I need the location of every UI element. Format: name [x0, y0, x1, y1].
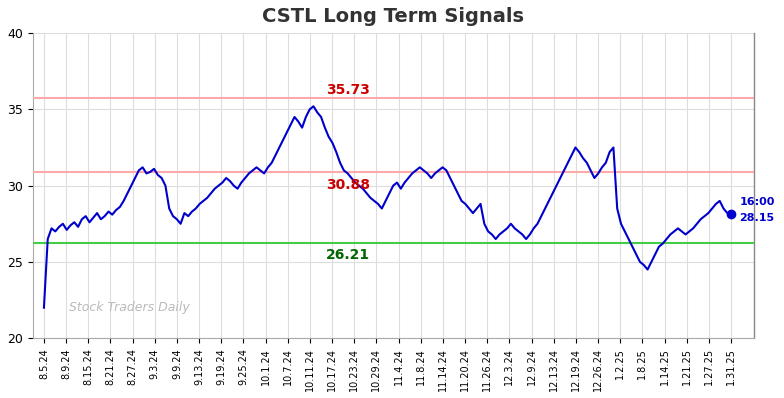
Text: 30.88: 30.88 — [326, 178, 370, 192]
Text: Stock Traders Daily: Stock Traders Daily — [69, 301, 190, 314]
Text: 35.73: 35.73 — [326, 83, 370, 97]
Text: 28.15: 28.15 — [739, 213, 775, 224]
Text: 16:00: 16:00 — [739, 197, 775, 207]
Text: 26.21: 26.21 — [326, 248, 370, 262]
Title: CSTL Long Term Signals: CSTL Long Term Signals — [262, 7, 524, 26]
